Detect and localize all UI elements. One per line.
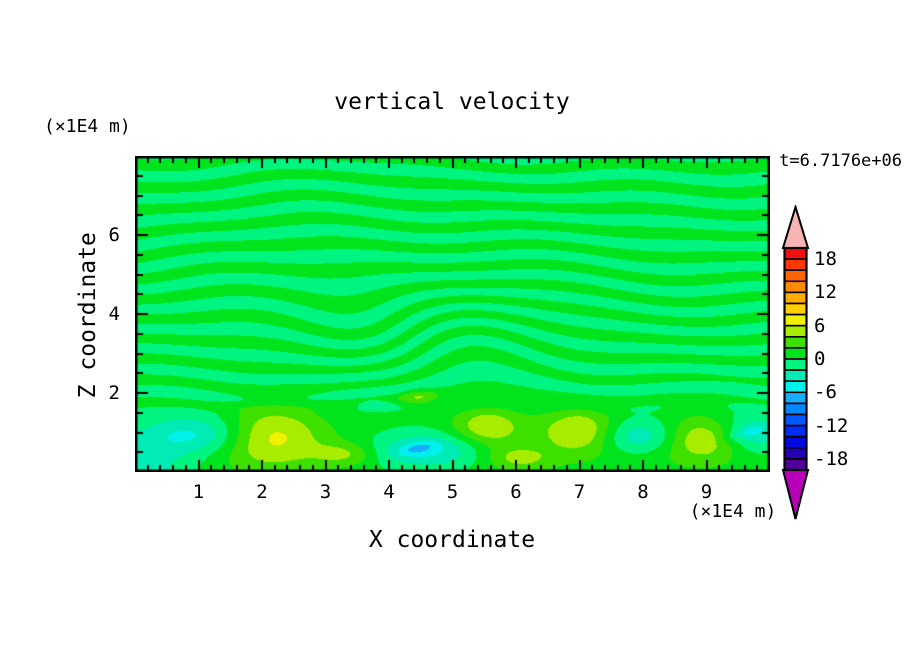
- colorbar-tick-label: 6: [814, 314, 826, 337]
- colorbar-cell: [783, 380, 808, 394]
- x-tick-label: 9: [700, 481, 713, 503]
- colorbar-tick-label: -12: [814, 414, 849, 437]
- x-axis-unit-label: (×1E4 m): [689, 501, 777, 522]
- colorbar-cell: [783, 458, 808, 471]
- colorbar: [780, 203, 816, 525]
- colorbar-cell: [783, 269, 808, 283]
- colorbar-cell: [783, 313, 808, 327]
- z-axis-unit-label: (×1E4 m): [44, 116, 131, 137]
- z-tick-label: 6: [108, 224, 120, 246]
- colorbar-cell: [783, 413, 808, 427]
- contour-field-canvas: [135, 156, 770, 472]
- colorbar-tick-label: 12: [814, 281, 837, 304]
- x-tick-label: 3: [319, 481, 332, 503]
- x-tick-label: 7: [573, 481, 586, 503]
- x-tick-label: 8: [637, 481, 649, 503]
- colorbar-cell: [783, 424, 808, 438]
- colorbar-cell: [783, 447, 808, 460]
- colorbar-under-arrow: [781, 469, 810, 520]
- colorbar-tick-label: 18: [814, 248, 837, 271]
- x-axis-title: X coordinate: [368, 527, 536, 553]
- colorbar-tick-label: 0: [814, 348, 826, 370]
- colorbar-cell: [783, 302, 808, 316]
- time-annotation: t=6.7176e+06: [779, 151, 902, 171]
- colorbar-cell: [783, 347, 808, 360]
- colorbar-cell: [783, 336, 808, 349]
- colorbar-cell: [783, 258, 808, 271]
- colorbar-over-arrow: [781, 203, 810, 249]
- x-tick-label: 2: [256, 481, 268, 503]
- colorbar-cell: [783, 391, 808, 405]
- colorbar-tick-label: -18: [814, 447, 849, 470]
- colorbar-cell: [783, 358, 808, 371]
- colorbar-cell: [783, 435, 808, 449]
- x-tick-label: 6: [510, 481, 522, 503]
- colorbar-cell: [783, 324, 808, 338]
- x-tick-label: 5: [446, 481, 459, 503]
- colorbar-cell: [783, 247, 808, 260]
- x-tick-label: 4: [383, 481, 395, 503]
- colorbar-cell: [783, 369, 808, 383]
- colorbar-cell: [783, 291, 808, 305]
- colorbar-cell: [783, 402, 808, 416]
- x-tick-label: 1: [192, 481, 205, 503]
- colorbar-tick-label: -6: [814, 381, 837, 404]
- z-tick-label: 4: [108, 303, 120, 325]
- z-tick-label: 2: [108, 382, 120, 404]
- colorbar-cell: [783, 280, 808, 294]
- chart-title: vertical velocity: [334, 89, 570, 115]
